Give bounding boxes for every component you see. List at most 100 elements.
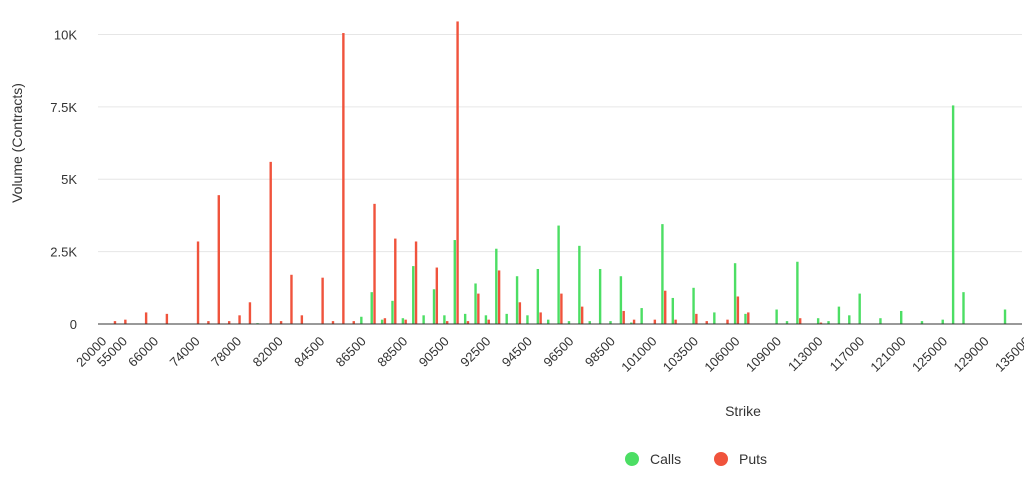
calls-bar[interactable]: [609, 321, 612, 324]
calls-bar[interactable]: [671, 297, 675, 324]
puts-bar[interactable]: [487, 319, 490, 324]
puts-bar[interactable]: [726, 319, 729, 324]
calls-bar[interactable]: [941, 319, 944, 324]
puts-bar[interactable]: [394, 238, 397, 324]
puts-bar[interactable]: [705, 321, 708, 324]
calls-bar[interactable]: [858, 293, 861, 324]
calls-bar[interactable]: [962, 292, 965, 324]
puts-bar[interactable]: [622, 310, 625, 324]
calls-bar[interactable]: [370, 292, 373, 324]
puts-bar[interactable]: [435, 267, 439, 324]
calls-bar[interactable]: [578, 245, 581, 324]
puts-bar[interactable]: [736, 296, 740, 324]
puts-bar[interactable]: [674, 319, 677, 324]
puts-bar[interactable]: [747, 312, 750, 324]
puts-bar[interactable]: [664, 290, 667, 324]
calls-bar[interactable]: [536, 268, 540, 324]
calls-bar[interactable]: [848, 315, 851, 324]
calls-bar[interactable]: [557, 225, 560, 324]
puts-bar[interactable]: [342, 33, 345, 325]
calls-bar[interactable]: [1003, 309, 1007, 324]
puts-bar[interactable]: [248, 302, 252, 324]
calls-bar[interactable]: [920, 321, 924, 324]
puts-bar[interactable]: [207, 321, 210, 324]
puts-bar[interactable]: [196, 241, 200, 324]
calls-bar[interactable]: [474, 283, 477, 324]
puts-bar[interactable]: [414, 241, 418, 324]
puts-bar[interactable]: [653, 319, 657, 324]
puts-bar[interactable]: [144, 312, 148, 324]
calls-bar[interactable]: [744, 313, 747, 324]
calls-bar[interactable]: [796, 261, 799, 324]
calls-bar[interactable]: [360, 316, 363, 324]
calls-bar[interactable]: [692, 287, 695, 324]
calls-bar[interactable]: [598, 268, 602, 324]
calls-bar[interactable]: [785, 321, 789, 324]
puts-bar[interactable]: [300, 315, 304, 324]
calls-bar[interactable]: [951, 105, 955, 325]
puts-bar[interactable]: [798, 318, 802, 324]
calls-bar[interactable]: [900, 310, 903, 324]
x-tick-label: 88500: [374, 334, 410, 370]
calls-bar[interactable]: [713, 312, 716, 324]
calls-bar[interactable]: [619, 276, 623, 324]
puts-bar[interactable]: [217, 195, 220, 324]
calls-bar[interactable]: [879, 318, 882, 324]
calls-bar[interactable]: [391, 300, 394, 324]
calls-bar[interactable]: [837, 306, 841, 324]
calls-bar[interactable]: [515, 276, 519, 324]
calls-bar[interactable]: [432, 289, 436, 324]
y-tick-label: 10K: [54, 27, 77, 42]
puts-bar[interactable]: [331, 321, 335, 324]
puts-bar[interactable]: [518, 302, 522, 324]
puts-bar[interactable]: [404, 319, 407, 324]
puts-bar[interactable]: [456, 21, 459, 324]
puts-bar[interactable]: [819, 322, 823, 324]
calls-bar[interactable]: [401, 318, 405, 324]
puts-bar[interactable]: [238, 315, 241, 324]
puts-bar[interactable]: [227, 321, 231, 324]
calls-bar[interactable]: [380, 319, 384, 324]
calls-bar[interactable]: [495, 248, 498, 324]
puts-bar[interactable]: [560, 293, 563, 324]
puts-bar[interactable]: [539, 312, 542, 324]
puts-bar[interactable]: [373, 203, 376, 324]
calls-bar[interactable]: [630, 322, 633, 324]
puts-bar[interactable]: [113, 321, 117, 324]
calls-bar[interactable]: [567, 321, 571, 324]
puts-bar[interactable]: [290, 274, 293, 324]
puts-bar[interactable]: [124, 319, 127, 324]
calls-bar[interactable]: [588, 321, 591, 324]
puts-bar[interactable]: [321, 277, 324, 324]
calls-bar[interactable]: [526, 315, 529, 324]
calls-bar[interactable]: [463, 313, 467, 324]
calls-bar[interactable]: [816, 318, 820, 324]
calls-bar[interactable]: [640, 308, 643, 324]
puts-bar[interactable]: [632, 319, 636, 324]
calls-bar[interactable]: [827, 321, 830, 324]
calls-bar[interactable]: [412, 266, 415, 324]
calls-bar[interactable]: [505, 313, 508, 324]
puts-bar[interactable]: [695, 313, 698, 324]
puts-bar[interactable]: [269, 161, 272, 324]
puts-bar[interactable]: [165, 313, 169, 324]
calls-bar[interactable]: [422, 315, 425, 324]
calls-bar[interactable]: [443, 315, 446, 324]
puts-bar[interactable]: [466, 321, 470, 324]
puts-bar[interactable]: [383, 318, 387, 324]
puts-bar[interactable]: [445, 321, 449, 324]
puts-bar[interactable]: [279, 321, 283, 324]
puts-bar[interactable]: [580, 306, 584, 324]
calls-bar[interactable]: [453, 240, 456, 324]
x-tick-label: 74000: [167, 334, 203, 370]
calls-bar[interactable]: [484, 315, 488, 324]
puts-bar[interactable]: [352, 321, 355, 324]
calls-bar[interactable]: [661, 224, 664, 324]
legend-item-puts[interactable]: Puts: [714, 451, 767, 467]
calls-bar[interactable]: [733, 263, 737, 324]
legend-item-calls[interactable]: Calls: [625, 451, 681, 467]
puts-bar[interactable]: [497, 270, 501, 324]
calls-bar[interactable]: [775, 309, 778, 324]
calls-bar[interactable]: [547, 319, 550, 324]
puts-bar[interactable]: [477, 293, 480, 324]
